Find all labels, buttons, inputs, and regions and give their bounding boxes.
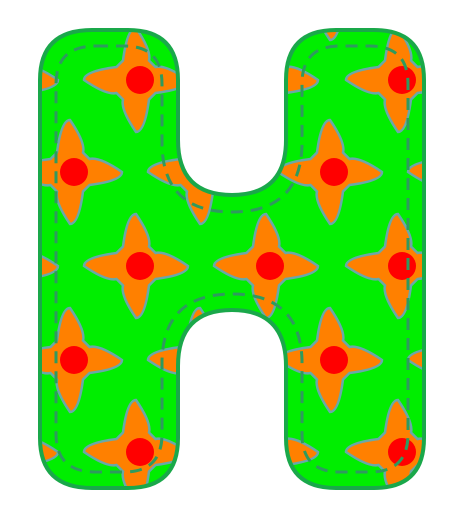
flower-motif	[276, 306, 384, 414]
flower-center	[388, 252, 416, 280]
flower-center	[256, 252, 284, 280]
flower-center	[388, 438, 416, 466]
flower-motif	[40, 118, 124, 226]
flower-motif	[276, 118, 384, 226]
flower-petals	[276, 30, 384, 42]
flower-motif	[82, 212, 190, 320]
flower-motif	[82, 30, 190, 134]
letter-h-outline	[38, 28, 426, 490]
flower-motif	[276, 30, 384, 42]
flower-center	[126, 438, 154, 466]
flower-center	[320, 346, 348, 374]
flower-center	[388, 66, 416, 94]
flower-center	[320, 158, 348, 186]
flower-center	[126, 252, 154, 280]
flower-center	[60, 346, 88, 374]
flower-center	[126, 66, 154, 94]
flower-center	[60, 158, 88, 186]
flower-motif	[40, 306, 124, 414]
